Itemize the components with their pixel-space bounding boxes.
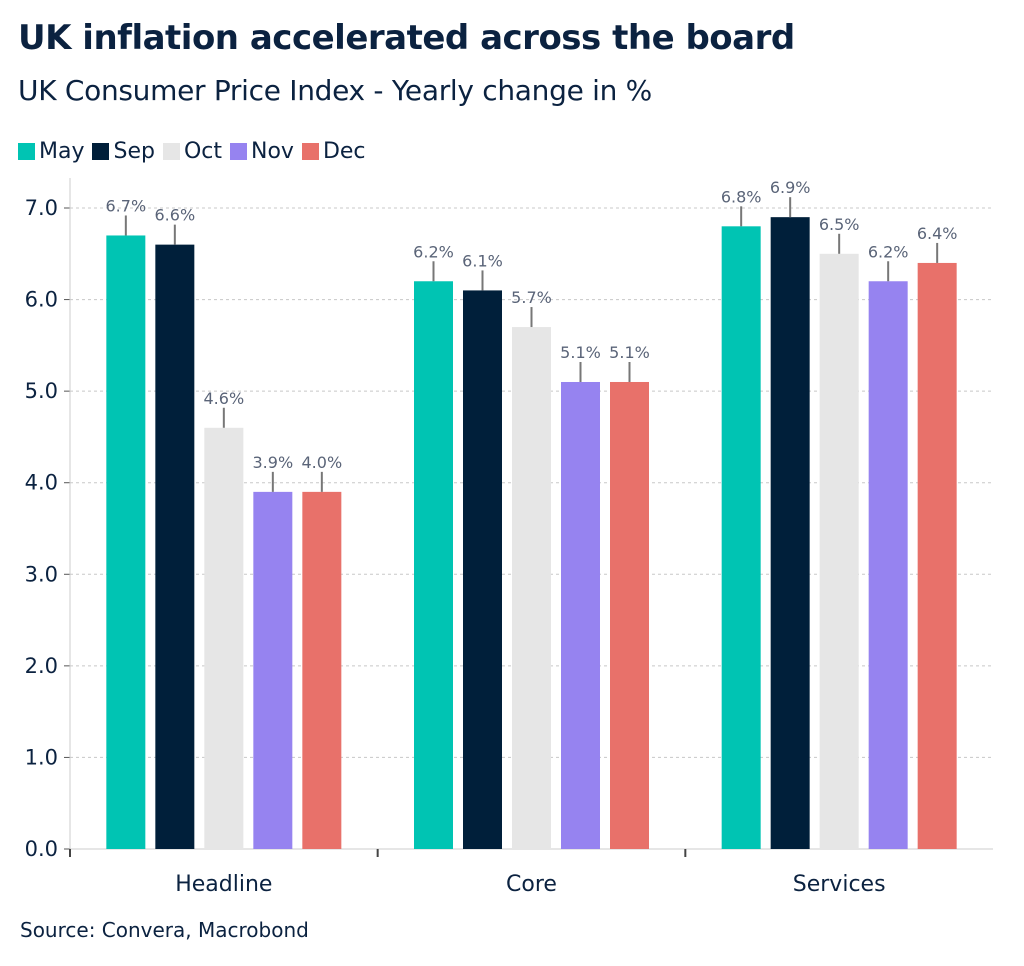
- bar-sep-services: [770, 217, 810, 849]
- bar-oct-headline: [204, 427, 244, 849]
- legend-swatch-may: [18, 143, 35, 160]
- y-tick-label: 3.0: [25, 562, 58, 586]
- bar-nov-services: [868, 281, 908, 849]
- data-labels: 6.7% 6.6% 4.6% 3.9% 4.0% 6.2% 6.1% 5.7% 5.1% 5.1%…: [106, 178, 958, 492]
- y-tick-label: 6.0: [25, 288, 58, 312]
- legend-label-sep: Sep: [113, 139, 155, 164]
- y-tick-label: 5.0: [25, 379, 58, 403]
- data-label: 6.1%: [462, 251, 503, 270]
- bar-dec-core: [610, 381, 649, 849]
- legend-label-nov: Nov: [251, 139, 294, 164]
- data-label: 5.1%: [609, 343, 650, 362]
- chart-subtitle: UK Consumer Price Index - Yearly change …: [18, 74, 652, 107]
- legend: May Sep Oct Nov Dec: [18, 139, 374, 164]
- data-label: 4.0%: [302, 453, 343, 472]
- data-label: 6.7%: [106, 196, 147, 215]
- source-note: Source: Convera, Macrobond: [20, 918, 309, 942]
- bar-sep-core: [463, 290, 502, 849]
- data-label: 5.1%: [560, 343, 601, 362]
- data-label: 6.5%: [819, 215, 860, 234]
- bar-dec-services: [917, 262, 957, 849]
- data-label: 6.9%: [770, 178, 811, 197]
- y-tick-label: 7.0: [25, 196, 58, 220]
- data-label: 6.2%: [413, 242, 454, 261]
- data-label: 6.4%: [917, 224, 958, 243]
- legend-item-oct: Oct: [162, 139, 222, 164]
- bar-may-services: [721, 226, 761, 850]
- legend-swatch-sep: [92, 143, 110, 160]
- data-label: 5.7%: [511, 288, 552, 307]
- chart-title: UK inflation accelerated across the boar…: [18, 18, 795, 58]
- bar-sep-headline: [155, 244, 195, 850]
- bar-may-core: [414, 281, 453, 849]
- data-label: 6.8%: [721, 187, 762, 206]
- bar-oct-services: [819, 253, 859, 850]
- legend-swatch-nov: [230, 143, 247, 160]
- x-category-label: Services: [793, 872, 886, 897]
- legend-label-dec: Dec: [322, 139, 366, 164]
- bars: [106, 217, 957, 850]
- bar-may-headline: [106, 235, 146, 849]
- legend-item-dec: Dec: [301, 139, 366, 164]
- legend-item-sep: Sep: [92, 139, 155, 164]
- y-tick-label: 1.0: [25, 745, 58, 769]
- bar-oct-core: [512, 327, 551, 849]
- x-category-label: Headline: [175, 872, 272, 897]
- legend-swatch-dec: [301, 143, 319, 160]
- x-category-label: Core: [506, 872, 557, 897]
- y-axis: 0.0 1.0 2.0 3.0 4.0 5.0 6.0 7.0: [25, 178, 71, 861]
- legend-item-may: May: [18, 139, 84, 164]
- bar-nov-core: [561, 381, 600, 849]
- legend-label-oct: Oct: [183, 139, 222, 164]
- legend-item-nov: Nov: [230, 139, 294, 164]
- y-tick-label: 0.0: [25, 837, 58, 861]
- y-tick-label: 4.0: [25, 471, 58, 495]
- y-tick-label: 2.0: [25, 654, 58, 678]
- data-label: 3.9%: [253, 453, 294, 472]
- data-label: 6.2%: [868, 242, 909, 261]
- legend-label-may: May: [39, 139, 85, 164]
- legend-swatch-oct: [162, 143, 180, 160]
- bar-dec-headline: [302, 491, 342, 849]
- x-axis: Headline Core Services: [69, 848, 993, 897]
- bar-nov-headline: [253, 491, 293, 849]
- data-label: 4.6%: [204, 389, 245, 408]
- data-label: 6.6%: [155, 206, 196, 225]
